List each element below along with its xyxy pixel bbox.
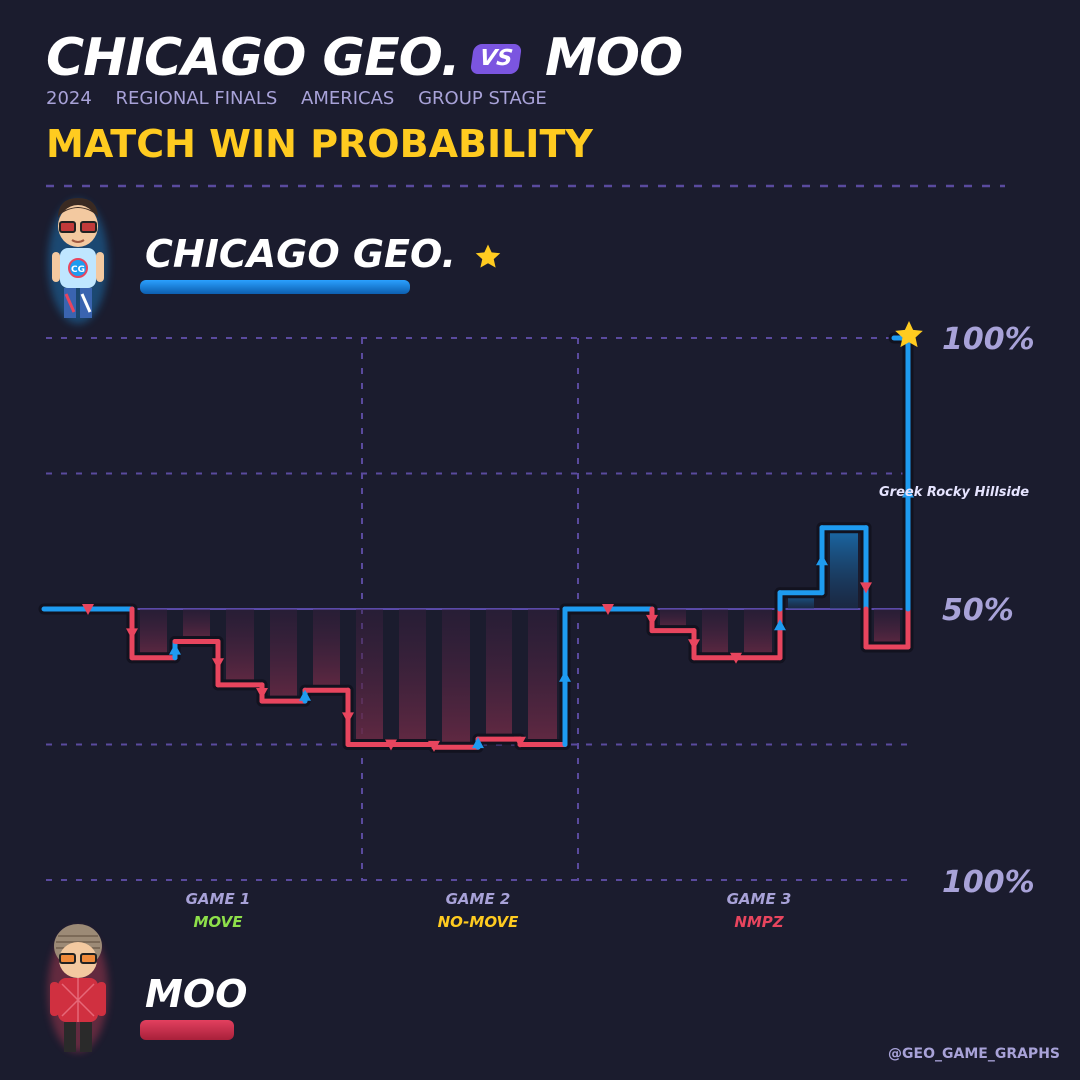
round-loss-marker <box>428 740 440 752</box>
round-win-marker <box>299 689 311 701</box>
area-fill <box>226 609 254 685</box>
area-fill <box>744 609 772 658</box>
area-fill <box>486 609 512 740</box>
round-loss-marker <box>602 604 614 615</box>
game-label: GAME 1 <box>186 890 251 908</box>
area-fill <box>702 609 728 658</box>
round-win-marker <box>816 554 828 566</box>
round-loss-marker <box>385 739 397 751</box>
round-win-marker <box>902 486 914 498</box>
area-fill <box>140 609 167 658</box>
y-axis-label: 50% <box>942 593 1014 628</box>
player-b-avatar <box>48 924 108 1052</box>
subtitle: 2024 REGIONAL FINALS AMERICAS GROUP STAG… <box>46 88 565 109</box>
round-loss-marker <box>256 688 268 700</box>
subtitle-stage: GROUP STAGE <box>418 88 547 109</box>
area-fill <box>270 609 297 702</box>
area-fill <box>399 609 426 745</box>
player-a-color-bar <box>140 280 410 294</box>
round-loss-marker <box>82 604 94 615</box>
round-loss-marker <box>514 736 526 748</box>
round-loss-marker <box>212 658 224 670</box>
area-fill <box>874 609 900 647</box>
area-fill <box>528 609 557 745</box>
annotation-label: Greek Rocky Hillside <box>879 485 1029 500</box>
player-a-avatar: CG <box>48 198 108 324</box>
game-label: GAME 3 <box>727 890 792 908</box>
subtitle-event: REGIONAL FINALS <box>115 88 278 109</box>
round-win-marker <box>169 643 181 655</box>
round-loss-marker <box>646 614 658 626</box>
watermark: @GEO_GAME_GRAPHS <box>888 1046 1060 1062</box>
round-loss-marker <box>688 639 700 651</box>
round-loss-marker <box>126 628 138 640</box>
team-a-title: CHICAGO GEO. <box>46 28 460 88</box>
player-a-name-text: CHICAGO GEO. <box>145 232 456 276</box>
round-win-marker <box>559 670 571 682</box>
y-axis-label: 100% <box>942 865 1035 900</box>
winner-star-icon <box>475 244 501 268</box>
round-win-marker <box>774 619 786 631</box>
round-loss-marker <box>730 652 742 664</box>
area-fill <box>442 609 470 748</box>
round-win-marker <box>472 737 484 749</box>
area-fill <box>830 527 858 609</box>
y-axis-label: 100% <box>942 322 1035 357</box>
player-a-name: CHICAGO GEO. <box>145 232 503 276</box>
game-label: GAME 2 <box>446 890 511 908</box>
player-b-color-bar <box>140 1020 234 1040</box>
winner-star-icon <box>895 321 923 348</box>
round-loss-marker <box>342 712 354 724</box>
svg-text:CG: CG <box>71 265 85 275</box>
area-fill <box>356 609 383 745</box>
player-b-name: MOO <box>145 972 248 1016</box>
game-mode-label: NMPZ <box>734 913 784 931</box>
team-b-title: MOO <box>545 28 683 88</box>
area-fill <box>313 609 340 691</box>
chart-title: MATCH WIN PROBABILITY <box>46 122 593 166</box>
subtitle-region: AMERICAS <box>301 88 395 109</box>
game-mode-label: NO-MOVE <box>438 913 520 931</box>
round-loss-marker <box>860 582 872 594</box>
game-mode-label: MOVE <box>194 913 244 931</box>
subtitle-year: 2024 <box>46 88 92 109</box>
